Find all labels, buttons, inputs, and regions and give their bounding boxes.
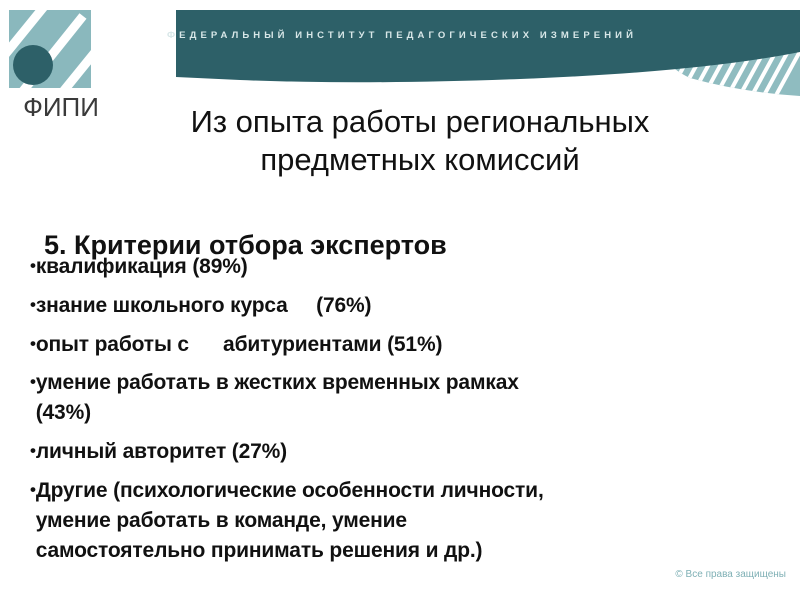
page-title-line-1: Из опыта работы региональных — [190, 103, 650, 139]
bullet-icon: • — [30, 333, 36, 353]
header-banner: ФЕДЕРАЛЬНЫЙ ИНСТИТУТ ПЕДАГОГИЧЕСКИХ ИЗМЕ… — [0, 0, 800, 100]
list-item: •личный авторитет (27%) — [30, 437, 770, 467]
institute-name: ФЕДЕРАЛЬНЫЙ ИНСТИТУТ ПЕДАГОГИЧЕСКИХ ИЗМЕ… — [166, 30, 638, 41]
list-item-text: умение работать в жестких временных рамк… — [35, 371, 519, 425]
bullet-icon: • — [30, 256, 36, 275]
list-item-text: личный авторитет (27%) — [35, 440, 288, 464]
bullet-icon: • — [30, 372, 36, 392]
bullet-icon: • — [30, 294, 36, 314]
fipi-logo-icon — [9, 10, 91, 88]
list-item: •квалификация (89%) — [30, 252, 770, 282]
copyright-notice: © Все права защищены — [675, 569, 786, 580]
header-banner-shape — [176, 10, 800, 83]
fipi-logo: ФИПИ — [6, 10, 116, 130]
list-item: •знание школьного курса (76%) — [30, 291, 770, 321]
list-item-text: знание школьного курса (76%) — [35, 293, 372, 317]
list-item-text: опыт работы с абитуриентами (51%) — [35, 332, 443, 356]
section-heading: 5. Критерии отбора экспертов — [44, 230, 447, 261]
list-item: •опыт работы с абитуриентами (51%) — [30, 330, 770, 360]
list-item: •Другие (психологические особенности лич… — [30, 476, 770, 565]
criteria-list: •квалификация (89%) •знание школьного ку… — [30, 252, 770, 574]
list-item-text: квалификация (89%) — [35, 255, 248, 278]
header-banner-graphic — [176, 10, 800, 96]
fipi-wordmark: ФИПИ — [23, 92, 99, 122]
bullet-icon: • — [30, 479, 36, 499]
list-item: •умение работать в жестких временных рам… — [30, 368, 770, 428]
list-item-text: Другие (психологические особенности личн… — [35, 478, 544, 562]
page-title: Из опыта работы региональных предметных … — [120, 103, 720, 179]
bullet-icon: • — [30, 441, 36, 461]
page-title-line-2: предметных комиссий — [260, 141, 580, 177]
